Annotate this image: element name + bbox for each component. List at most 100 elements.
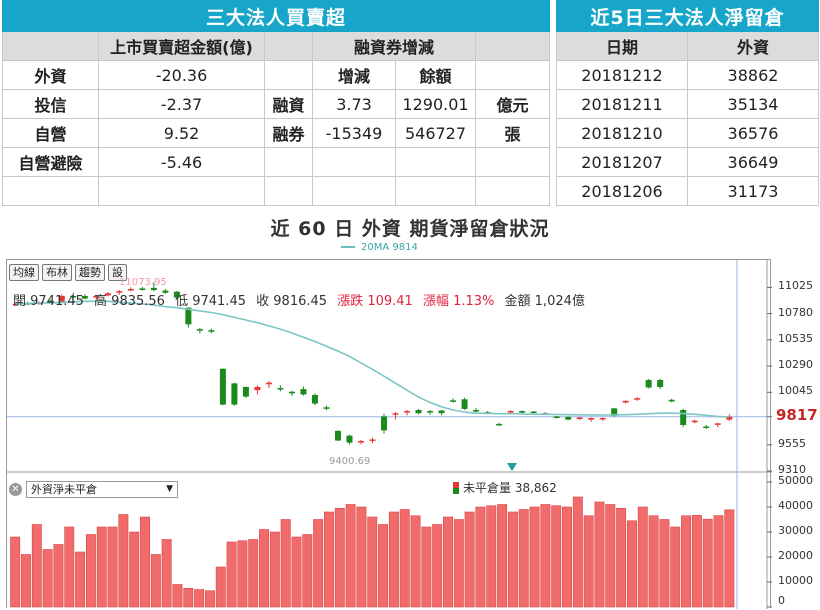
- candle-body: [714, 423, 721, 425]
- open-interest-bar: [681, 515, 692, 608]
- open-interest-bar: [248, 539, 259, 608]
- candle-body: [127, 288, 134, 291]
- candle-body: [93, 295, 100, 298]
- margin-row-balance: 546727: [395, 118, 476, 148]
- inst-cell-empty: [312, 176, 396, 206]
- quote-info: 開 9741.45 高 9835.56 低 9741.45 收 9816.45 …: [13, 290, 591, 309]
- open-interest-bar: [572, 496, 583, 608]
- pos-row-date: 20181212: [556, 60, 688, 90]
- quote-close: 收 9816.45: [256, 294, 328, 309]
- candle-body: [611, 408, 618, 416]
- y-tick-label: 10290: [778, 358, 813, 372]
- open-interest-bar: [140, 516, 150, 608]
- pos-row-value: 31173: [686, 176, 820, 206]
- open-interest-bar: [626, 520, 637, 608]
- max-price-label: 11073.95: [119, 277, 167, 288]
- pos-row-date: 20181207: [556, 147, 688, 177]
- open-interest-bar: [399, 509, 410, 608]
- inst-cell-empty: [395, 176, 476, 206]
- marker-triangle: [507, 463, 517, 471]
- candle-body: [300, 389, 307, 395]
- open-interest-bar: [421, 526, 432, 608]
- open-interest-bar: [183, 587, 194, 608]
- bollinger-button[interactable]: 布林: [42, 264, 72, 281]
- open-interest-bar: [226, 541, 237, 608]
- candle-body: [381, 416, 388, 431]
- open-interest-bar: [702, 518, 713, 608]
- candle-body: [622, 400, 629, 403]
- ma-button[interactable]: 均線: [9, 264, 39, 281]
- candle-body: [565, 416, 572, 420]
- open-interest-bar: [53, 544, 64, 608]
- candle-body: [634, 398, 641, 400]
- open-interest-bar: [118, 514, 129, 608]
- inst-cell-empty: [474, 147, 551, 177]
- open-interest-bar: [551, 505, 562, 608]
- trend-button[interactable]: 趨勢: [75, 264, 105, 281]
- candle-body: [196, 329, 203, 331]
- open-interest-bar: [637, 506, 648, 608]
- margin-row-change: 3.73: [312, 89, 396, 119]
- indicator-dropdown[interactable]: 外資淨未平倉 ▼: [26, 481, 178, 498]
- candle-body: [703, 426, 710, 429]
- open-interest-bar: [594, 501, 605, 608]
- open-interest-bar: [345, 504, 356, 608]
- inst-table-title: 三大法人買賣超: [1, 0, 551, 32]
- open-interest-bar: [486, 505, 497, 608]
- margin-row-change: -15349: [312, 118, 396, 148]
- candle-body: [311, 394, 318, 404]
- oi-y-tick-label: 40000: [778, 499, 813, 512]
- open-interest-bar: [75, 551, 86, 608]
- open-interest-bar: [507, 511, 518, 608]
- candle-body: [668, 399, 675, 402]
- open-interest-bar: [237, 540, 248, 608]
- oi-y-tick-label: 30000: [778, 524, 813, 537]
- open-interest-bar: [670, 526, 681, 608]
- candle-body: [438, 410, 445, 414]
- inst-row-amount: -2.37: [98, 89, 265, 119]
- pos-row-date: 20181206: [556, 176, 688, 206]
- inst-header-blank2: [264, 31, 313, 61]
- open-interest-bar: [259, 529, 270, 608]
- open-interest-bar: [10, 536, 21, 608]
- open-interest-bar: [356, 506, 367, 608]
- candle-body: [116, 291, 123, 293]
- oi-y-tick-label: 50000: [778, 474, 813, 487]
- summary-tables: 三大法人買賣超 上市買賣超金額(億) 融資券增減 外資 -20.36 增減 餘額…: [0, 0, 820, 210]
- ma20-line: [15, 300, 730, 418]
- close-indicator-icon[interactable]: ✕: [9, 483, 22, 496]
- inst-cell-empty: [395, 147, 476, 177]
- candle-body: [277, 388, 284, 390]
- candle-body: [346, 435, 353, 443]
- open-interest-bar: [562, 506, 572, 608]
- candle-body: [450, 400, 457, 402]
- inst-cell-empty: [264, 176, 313, 206]
- open-interest-legend-label: 未平倉量 38,862: [463, 481, 557, 495]
- inst-cell-empty: [98, 176, 265, 206]
- inst-row-amount: 9.52: [98, 118, 265, 148]
- margin-row-label: 融券: [264, 118, 313, 148]
- oi-y-tick-label: 0: [778, 594, 785, 607]
- open-interest-bar: [453, 519, 464, 608]
- inst-row-name: 自營: [2, 118, 99, 148]
- y-tick-label: 10045: [778, 384, 813, 398]
- chart-frame[interactable]: [6, 259, 772, 609]
- open-interest-bar: [313, 519, 324, 608]
- open-interest-bar: [388, 511, 399, 608]
- pos-header-date: 日期: [556, 31, 688, 61]
- open-interest-bar: [215, 566, 226, 608]
- candle-body: [162, 290, 169, 293]
- candle-body: [576, 417, 583, 419]
- candle-body: [496, 423, 503, 426]
- chart-title: 近 60 日 外資 期貨淨留倉狀況: [270, 218, 550, 240]
- open-interest-bar: [724, 509, 735, 608]
- candle-body: [404, 411, 411, 413]
- open-interest-bar: [443, 516, 453, 608]
- open-interest-bar: [172, 584, 183, 608]
- open-interest-bar: [204, 590, 215, 608]
- candle-body: [173, 291, 180, 298]
- open-interest-bar: [31, 524, 42, 608]
- settings-button[interactable]: 設: [108, 264, 127, 281]
- pos-table-title: 近5日三大法人淨留倉: [555, 0, 820, 32]
- chart-canvas[interactable]: [7, 260, 772, 609]
